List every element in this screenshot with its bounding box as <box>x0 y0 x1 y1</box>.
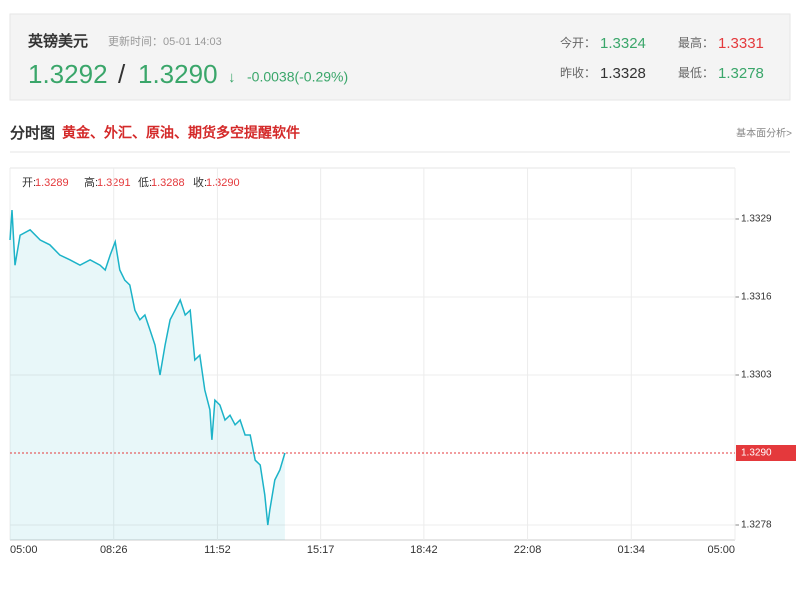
x-tick-label: 05:00 <box>707 544 735 556</box>
change-arrow: ↓ <box>228 69 236 86</box>
last-price-label: 1.3290 <box>741 448 772 459</box>
y-tick-label: 1.3329 <box>741 214 772 225</box>
stat-value: 1.3328 <box>600 65 646 82</box>
info-value: 1.3290 <box>206 177 240 189</box>
x-tick-label: 05:00 <box>10 544 38 556</box>
x-tick-label: 08:26 <box>100 544 128 556</box>
stat-value: 1.3331 <box>718 35 764 52</box>
analysis-link[interactable]: 基本面分析> <box>736 127 792 140</box>
x-tick-label: 15:17 <box>307 544 335 556</box>
section-title: 分时图 <box>10 125 55 142</box>
x-tick-label: 11:52 <box>204 544 231 556</box>
stat-value: 1.3324 <box>600 35 646 52</box>
bid-price: 1.3292 <box>28 59 108 89</box>
ad-link[interactable]: 黄金、外汇、原油、期货多空提醒软件 <box>62 125 300 141</box>
price-change: -0.0038(-0.29%) <box>247 69 348 85</box>
info-value: 1.3289 <box>35 177 69 189</box>
y-tick-label: 1.3316 <box>741 292 772 303</box>
info-label: 低: <box>138 176 152 189</box>
info-label: 高: <box>84 175 98 189</box>
stat-label: 昨收： <box>560 66 596 80</box>
area <box>10 210 285 540</box>
x-tick-label: 22:08 <box>514 544 542 556</box>
stat-label: 最低： <box>678 66 714 80</box>
price-line <box>9 209 286 526</box>
stat-label: 今开： <box>560 35 596 50</box>
ask-price: 1.3290 <box>138 59 218 89</box>
stat-value: 1.3278 <box>718 65 764 82</box>
last-price-tag <box>736 445 796 461</box>
price-separator: / <box>118 59 126 89</box>
info-value: 1.3288 <box>151 177 185 189</box>
info-label: 开: <box>22 177 36 189</box>
y-tick-label: 1.3278 <box>741 520 772 531</box>
update-time: 更新时间：05-01 14:03 <box>108 34 222 48</box>
info-label: 收: <box>193 175 207 189</box>
quote-panel <box>9 13 791 101</box>
y-tick-label: 1.3303 <box>741 370 772 381</box>
x-tick-label: 01:34 <box>618 544 646 556</box>
stat-label: 最高： <box>678 35 714 50</box>
quote-title: 英镑美元 <box>28 32 88 50</box>
x-tick-label: 18:42 <box>410 544 438 556</box>
